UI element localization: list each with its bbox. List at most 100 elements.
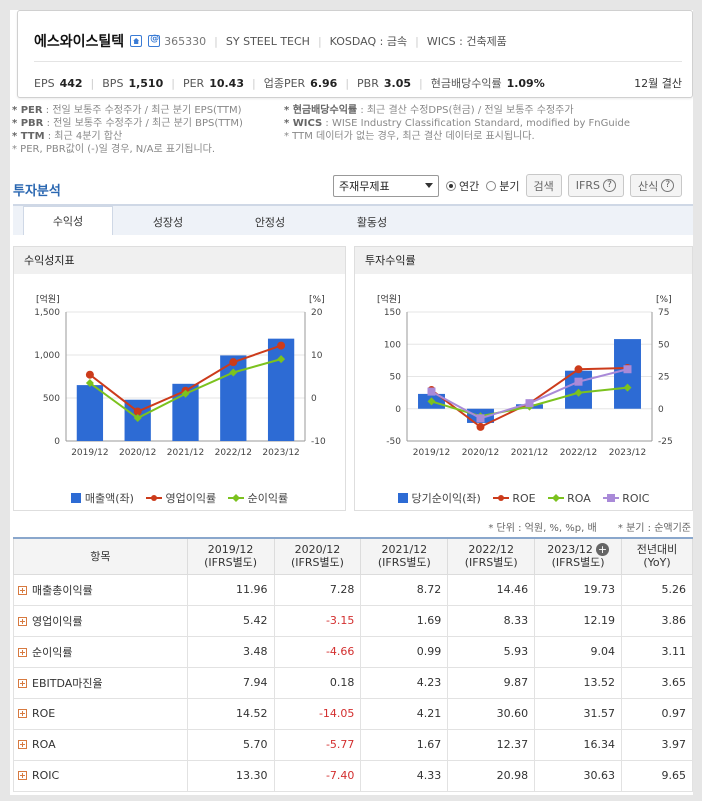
profitability-chart-panel: 수익성지표 [억원] [%] 0 500 1,000 1,500 -10 0 10 20 2019/… bbox=[13, 246, 346, 511]
y-tick-label: 0 bbox=[54, 437, 60, 447]
statement-select[interactable]: 주재무제표 bbox=[333, 174, 439, 197]
legend-sales[interactable]: 매출액(좌) bbox=[70, 490, 134, 506]
chevron-down-icon bbox=[425, 183, 433, 188]
expand-plus-icon[interactable] bbox=[18, 740, 27, 749]
radio-annual[interactable]: 연간 bbox=[446, 178, 479, 194]
legend-roic[interactable]: ROIC bbox=[602, 490, 649, 506]
chart-legend: 매출액(좌) 영업이익률 순이익률 bbox=[14, 490, 345, 506]
search-button[interactable]: 검색 bbox=[525, 174, 562, 197]
tab-growth[interactable]: 성장성 bbox=[152, 215, 184, 229]
row-label[interactable]: ROIC bbox=[13, 759, 188, 792]
data-point bbox=[623, 383, 632, 392]
column-header: 2019/12 (IFRS별도) bbox=[186, 537, 275, 575]
data-point bbox=[133, 407, 142, 416]
left-axis-unit: [억원] bbox=[377, 293, 401, 305]
table-cell: 5.42 bbox=[186, 604, 275, 637]
table-cell: 1.69 bbox=[360, 604, 449, 637]
wics-info: WICS : 건축제품 bbox=[426, 35, 507, 48]
row-label[interactable]: 순이익률 bbox=[13, 635, 188, 668]
ir-link-icon[interactable] bbox=[148, 34, 161, 47]
table-cell: 4.23 bbox=[360, 666, 449, 699]
data-point bbox=[476, 414, 485, 423]
ifrs-help-button[interactable]: IFRS? bbox=[567, 174, 624, 197]
table-cell: 3.97 bbox=[621, 728, 693, 761]
row-label[interactable]: EBITDA마진율 bbox=[13, 666, 188, 699]
table-cell: 7.28 bbox=[273, 573, 362, 606]
table-row: 순이익률 3.48 -4.66 0.99 5.93 9.04 3.11 bbox=[13, 635, 693, 668]
x-tick-label: 2019/12 bbox=[413, 448, 450, 458]
question-icon: ? bbox=[602, 179, 616, 192]
table-cell: 3.11 bbox=[621, 635, 693, 668]
row-label[interactable]: ROA bbox=[13, 728, 188, 761]
right-axis-unit: [%] bbox=[656, 295, 672, 305]
left-axis-unit: [억원] bbox=[36, 293, 60, 305]
table-row: ROIC 13.30 -7.40 4.33 20.98 30.63 9.65 bbox=[13, 759, 693, 792]
y2-tick-label: 0 bbox=[658, 405, 664, 415]
data-point bbox=[229, 358, 238, 367]
table-row: ROA 5.70 -5.77 1.67 12.37 16.34 3.97 bbox=[13, 728, 693, 761]
radio-quarter[interactable]: 분기 bbox=[486, 178, 520, 194]
table-cell: 30.63 bbox=[534, 759, 623, 792]
y-tick-label: -50 bbox=[386, 437, 401, 447]
bar bbox=[614, 339, 641, 409]
y2-tick-label: 75 bbox=[658, 308, 669, 318]
row-label[interactable]: 매출총이익률 bbox=[13, 573, 188, 606]
expand-plus-icon[interactable] bbox=[18, 647, 27, 657]
table-cell: 14.46 bbox=[447, 573, 536, 606]
tab-activity[interactable]: 활동성 bbox=[356, 215, 388, 229]
investment-return-chart-panel: 투자수익률 [억원] [%] -50 0 50 100 150 -25 0 25 50 75 2019/… bbox=[354, 246, 693, 511]
panel-title: 투자수익률 bbox=[355, 247, 692, 274]
y2-tick-label: 0 bbox=[311, 394, 317, 404]
legend-net-margin[interactable]: 순이익률 bbox=[228, 490, 288, 506]
company-name: 에스와이스틸텍 bbox=[34, 34, 125, 50]
legend-operating-margin[interactable]: 영업이익률 bbox=[145, 490, 216, 506]
table-cell: 5.70 bbox=[186, 728, 275, 761]
table-cell: 1.67 bbox=[360, 728, 449, 761]
expand-plus-icon[interactable] bbox=[18, 709, 27, 718]
formula-help-button[interactable]: 산식? bbox=[629, 174, 683, 197]
x-tick-label: 2022/12 bbox=[560, 448, 597, 458]
row-label[interactable]: 영업이익률 bbox=[13, 604, 188, 637]
y2-tick-label: 20 bbox=[311, 308, 323, 318]
y-tick-label: 50 bbox=[390, 373, 402, 383]
expand-plus-icon[interactable] bbox=[18, 616, 27, 626]
quarter-note: * 분기 : 순액기준 bbox=[617, 523, 691, 534]
legend-net-income[interactable]: 당기순이익(좌) bbox=[397, 490, 481, 506]
bar bbox=[76, 385, 104, 441]
tab-stability[interactable]: 안정성 bbox=[254, 215, 286, 229]
data-point bbox=[229, 368, 238, 377]
expand-plus-icon[interactable] bbox=[18, 678, 27, 688]
legend-roe[interactable]: ROE bbox=[492, 490, 536, 506]
tab-profitability[interactable]: 수익성 bbox=[23, 206, 113, 235]
y2-tick-label: 50 bbox=[658, 340, 670, 350]
profitability-table: 항목 2019/12 (IFRS별도) 2020/12 (IFRS별도) 2021/… bbox=[13, 537, 693, 792]
divider: | bbox=[415, 34, 419, 48]
section-title: 투자분석 bbox=[13, 184, 61, 199]
table-cell: 12.19 bbox=[534, 604, 623, 637]
data-point bbox=[574, 365, 583, 374]
table-cell: 5.93 bbox=[447, 635, 536, 668]
expand-plus-icon[interactable] bbox=[18, 771, 27, 780]
x-tick-label: 2023/12 bbox=[609, 448, 646, 458]
table-cell: 30.60 bbox=[447, 697, 536, 730]
table-cell: 12.37 bbox=[447, 728, 536, 761]
legend-roa[interactable]: ROA bbox=[547, 490, 591, 506]
table-cell: -14.05 bbox=[273, 697, 362, 730]
expand-plus-icon[interactable] bbox=[18, 585, 27, 595]
stock-code: 365330 bbox=[164, 34, 207, 48]
data-point bbox=[476, 422, 485, 431]
table-row: ROE 14.52 -14.05 4.21 30.60 31.57 0.97 bbox=[13, 697, 693, 730]
column-header: 2021/12 (IFRS별도) bbox=[360, 537, 449, 575]
data-point bbox=[85, 379, 94, 388]
table-cell: 20.98 bbox=[447, 759, 536, 792]
table-cell: 0.97 bbox=[621, 697, 693, 730]
home-icon[interactable] bbox=[130, 35, 143, 47]
metric-eps: EPS 442 | bbox=[34, 76, 95, 90]
row-label[interactable]: ROE bbox=[13, 697, 188, 730]
unit-note: * 단위 : 억원, %, %p, 배 bbox=[488, 523, 597, 534]
add-column-icon[interactable]: + bbox=[595, 543, 609, 557]
y2-tick-label: 25 bbox=[658, 373, 669, 383]
company-english-name: SY STEEL TECH bbox=[225, 34, 310, 48]
data-point bbox=[623, 365, 632, 374]
